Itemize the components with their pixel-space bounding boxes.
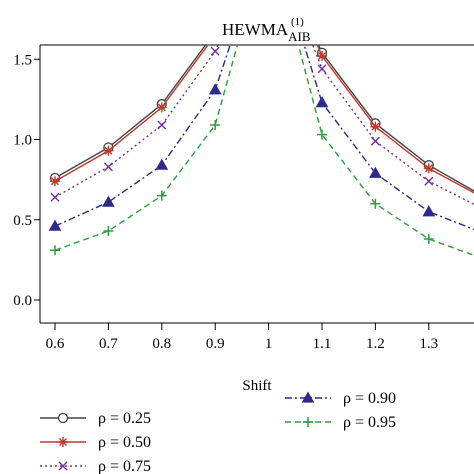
data-point-0-50: [156, 102, 167, 113]
chart-title: HEWMAAIB(1): [222, 16, 311, 44]
x-tick-label: 0.9: [206, 336, 225, 352]
series-0-75: [50, 45, 474, 206]
x-ticks: 0.6 0.7 0.8 0.9 1 1.1 1.2 1.3 1.4: [46, 323, 474, 352]
data-point-0-95: [156, 190, 167, 201]
legend-item-0-50: ρ = 0.50: [40, 434, 151, 451]
series-0-50: [50, 30, 474, 194]
data-point-0-95: [210, 120, 221, 131]
data-point-0-95: [50, 245, 60, 256]
data-point-0-90: [315, 96, 329, 108]
data-point-0-95: [317, 129, 327, 140]
legend-item-0-25: ρ = 0.25: [40, 410, 151, 427]
legend-label: ρ = 0.90: [343, 390, 396, 407]
x-tick-label: 0.6: [46, 336, 65, 352]
x-tick-label: 1: [265, 336, 273, 352]
data-point-0-50: [103, 145, 114, 156]
series-layer: [48, 27, 474, 257]
data-point-0-50: [317, 51, 327, 62]
data-point-0-50: [423, 163, 434, 174]
data-point-0-90: [208, 83, 222, 95]
x-tick-label: 0.8: [152, 336, 171, 352]
series-line-0-50: [54, 45, 474, 194]
data-point-0-50: [370, 121, 381, 132]
data-point-0-90: [369, 166, 382, 178]
x-tick-label: 1.1: [313, 336, 332, 352]
legend-marker-0-95: [303, 417, 313, 427]
legend-label: ρ = 0.25: [98, 410, 151, 427]
x-tick-label: 0.7: [99, 336, 118, 352]
data-point-0-25: [211, 27, 220, 36]
data-point-0-90: [48, 219, 62, 231]
legend-item-0-75: ρ = 0.75: [40, 458, 151, 474]
legend-marker-0-25: [57, 412, 69, 424]
chart-title-superscript: (1): [291, 16, 304, 28]
data-point-0-75: [370, 136, 380, 146]
series-0-90: [48, 45, 474, 231]
data-point-0-75: [317, 64, 327, 74]
y-tick-label: 1.5: [13, 52, 32, 68]
data-point-0-75: [50, 192, 60, 202]
y-tick-label: 0.5: [13, 213, 32, 229]
legend-label: ρ = 0.75: [98, 458, 151, 474]
data-point-0-75: [210, 46, 220, 56]
legend-marker-0-50: [58, 437, 68, 447]
x-tick-label: 1.4: [473, 336, 474, 352]
y-tick-label: 1.0: [13, 133, 32, 149]
legend-marker-0-75: [58, 461, 68, 471]
y-tick-label: 0.0: [13, 293, 32, 309]
data-point-0-95: [423, 234, 434, 245]
data-point-0-95: [103, 225, 114, 236]
legend-marker-0-90: [301, 391, 315, 403]
y-ticks: 0.00.51.01.52.02.53.0: [13, 52, 40, 309]
legend: ρ = 0.25 ρ = 0.50 ρ = 0.75 ρ = 0.90 ρ = 0.95: [40, 390, 396, 474]
legend-item-0-95: ρ = 0.95: [285, 414, 396, 431]
x-tick-label: 1.2: [366, 336, 385, 352]
data-point-0-90: [422, 205, 436, 217]
data-point-0-95: [370, 198, 381, 209]
legend-label: ρ = 0.95: [343, 414, 396, 431]
data-point-0-50: [210, 30, 220, 40]
series-line-0-90: [54, 45, 474, 231]
x-tick-label: 1.3: [419, 336, 438, 352]
series-line-0-25: [54, 45, 474, 192]
data-point-0-90: [102, 195, 115, 207]
legend-item-0-90: ρ = 0.90: [285, 390, 396, 407]
data-point-0-50: [50, 176, 60, 187]
chart-title-subscript: AIB: [288, 29, 311, 44]
data-point-0-75: [157, 120, 167, 130]
data-point-0-75: [424, 176, 434, 186]
series-0-95: [50, 45, 474, 257]
data-point-0-90: [155, 158, 169, 170]
x-axis-label: Shift: [242, 378, 272, 394]
data-point-0-75: [103, 162, 113, 172]
legend-label: ρ = 0.50: [98, 434, 151, 451]
